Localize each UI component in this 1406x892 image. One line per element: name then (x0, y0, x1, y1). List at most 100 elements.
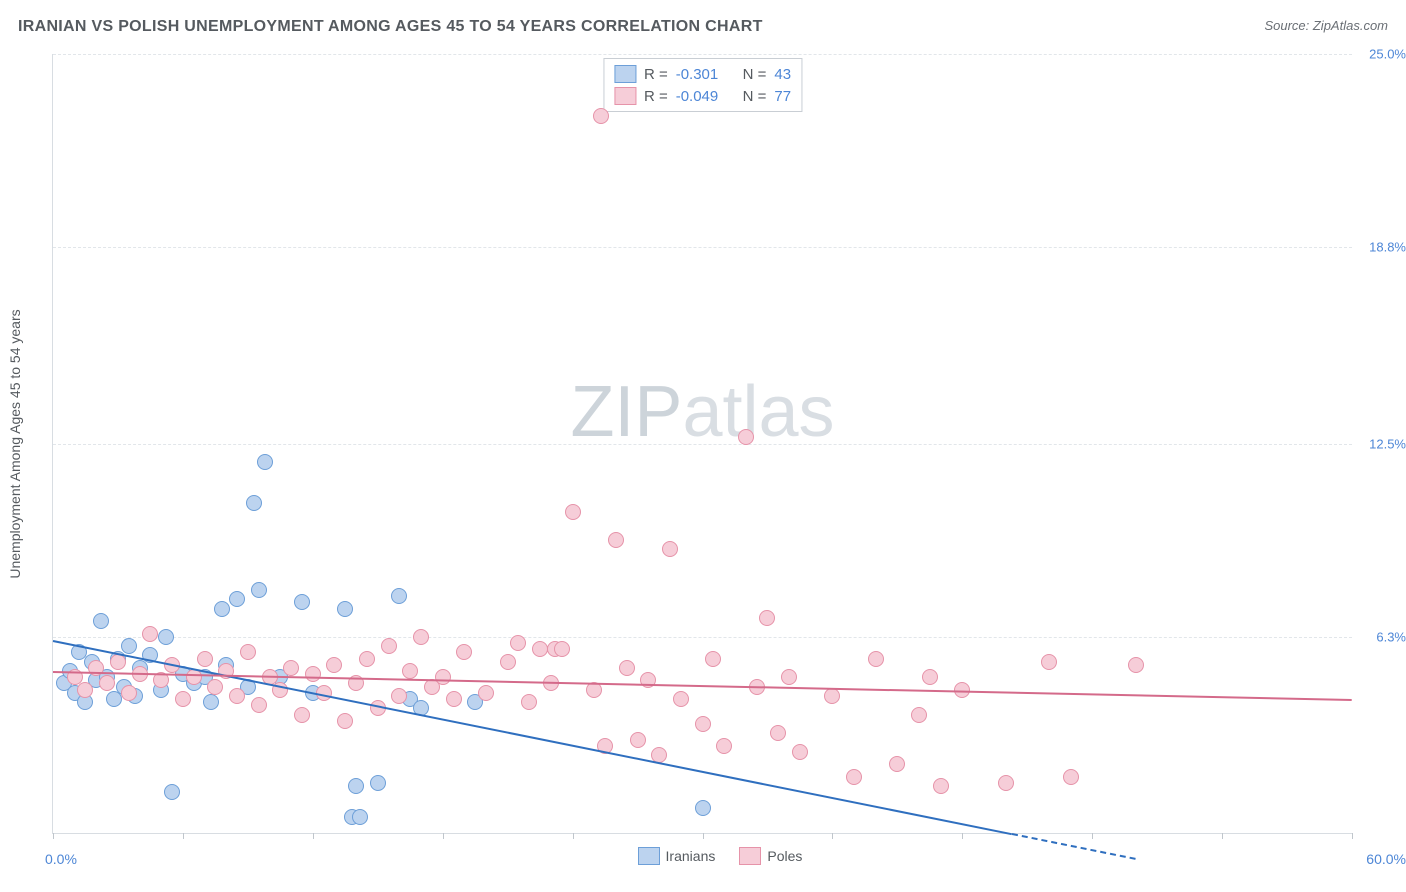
data-point (326, 657, 342, 673)
data-point (630, 732, 646, 748)
y-tick-label: 12.5% (1369, 436, 1406, 451)
source-attribution: Source: ZipAtlas.com (1264, 18, 1388, 33)
data-point (1128, 657, 1144, 673)
swatch-poles (614, 87, 636, 105)
x-tick (1092, 833, 1093, 839)
x-min-label: 0.0% (45, 851, 77, 867)
plot-area: ZIPatlas Unemployment Among Ages 45 to 5… (52, 54, 1352, 834)
data-point (121, 638, 137, 654)
data-point (510, 635, 526, 651)
data-point (77, 682, 93, 698)
data-point (478, 685, 494, 701)
data-point (229, 591, 245, 607)
data-point (229, 688, 245, 704)
data-point (554, 641, 570, 657)
x-max-label: 60.0% (1366, 851, 1406, 867)
data-point (158, 629, 174, 645)
data-point (203, 694, 219, 710)
data-point (716, 738, 732, 754)
data-point (240, 644, 256, 660)
legend-swatch-poles (739, 847, 761, 865)
y-tick-label: 18.8% (1369, 240, 1406, 255)
x-tick (962, 833, 963, 839)
legend-item-iranians: Iranians (638, 847, 716, 865)
data-point (402, 663, 418, 679)
data-point (294, 707, 310, 723)
stats-legend: R = -0.301 N = 43 R = -0.049 N = 77 (603, 58, 802, 112)
data-point (792, 744, 808, 760)
x-tick (443, 833, 444, 839)
data-point (99, 675, 115, 691)
y-tick-label: 6.3% (1376, 629, 1406, 644)
data-point (305, 666, 321, 682)
data-point (922, 669, 938, 685)
data-point (738, 429, 754, 445)
data-point (695, 716, 711, 732)
x-tick (703, 833, 704, 839)
x-tick (1352, 833, 1353, 839)
data-point (824, 688, 840, 704)
data-point (770, 725, 786, 741)
data-point (593, 108, 609, 124)
data-point (911, 707, 927, 723)
x-tick (832, 833, 833, 839)
data-point (673, 691, 689, 707)
stats-row-iranians: R = -0.301 N = 43 (614, 63, 791, 85)
data-point (695, 800, 711, 816)
gridline (53, 444, 1352, 445)
chart-title: IRANIAN VS POLISH UNEMPLOYMENT AMONG AGE… (18, 18, 763, 36)
gridline (53, 54, 1352, 55)
x-tick (183, 833, 184, 839)
data-point (521, 694, 537, 710)
data-point (889, 756, 905, 772)
data-point (337, 601, 353, 617)
data-point (164, 784, 180, 800)
trend-line (1012, 833, 1136, 860)
data-point (251, 697, 267, 713)
data-point (391, 688, 407, 704)
data-point (662, 541, 678, 557)
data-point (348, 778, 364, 794)
stats-row-poles: R = -0.049 N = 77 (614, 85, 791, 107)
bottom-legend: Iranians Poles (638, 847, 803, 865)
data-point (532, 641, 548, 657)
gridline (53, 247, 1352, 248)
data-point (359, 651, 375, 667)
data-point (608, 532, 624, 548)
data-point (352, 809, 368, 825)
data-point (846, 769, 862, 785)
data-point (294, 594, 310, 610)
data-point (246, 495, 262, 511)
data-point (93, 613, 109, 629)
legend-item-poles: Poles (739, 847, 802, 865)
data-point (106, 691, 122, 707)
data-point (142, 626, 158, 642)
data-point (207, 679, 223, 695)
x-tick (53, 833, 54, 839)
data-point (257, 454, 273, 470)
data-point (413, 629, 429, 645)
data-point (446, 691, 462, 707)
data-point (337, 713, 353, 729)
data-point (705, 651, 721, 667)
data-point (251, 582, 267, 598)
data-point (565, 504, 581, 520)
swatch-iranians (614, 65, 636, 83)
data-point (500, 654, 516, 670)
trend-line (53, 640, 1012, 835)
data-point (759, 610, 775, 626)
data-point (214, 601, 230, 617)
data-point (435, 669, 451, 685)
x-tick (313, 833, 314, 839)
data-point (1041, 654, 1057, 670)
data-point (998, 775, 1014, 791)
data-point (370, 775, 386, 791)
data-point (781, 669, 797, 685)
data-point (619, 660, 635, 676)
data-point (391, 588, 407, 604)
legend-swatch-iranians (638, 847, 660, 865)
y-axis-label: Unemployment Among Ages 45 to 54 years (7, 309, 23, 578)
data-point (175, 691, 191, 707)
y-tick-label: 25.0% (1369, 47, 1406, 62)
gridline (53, 637, 1352, 638)
